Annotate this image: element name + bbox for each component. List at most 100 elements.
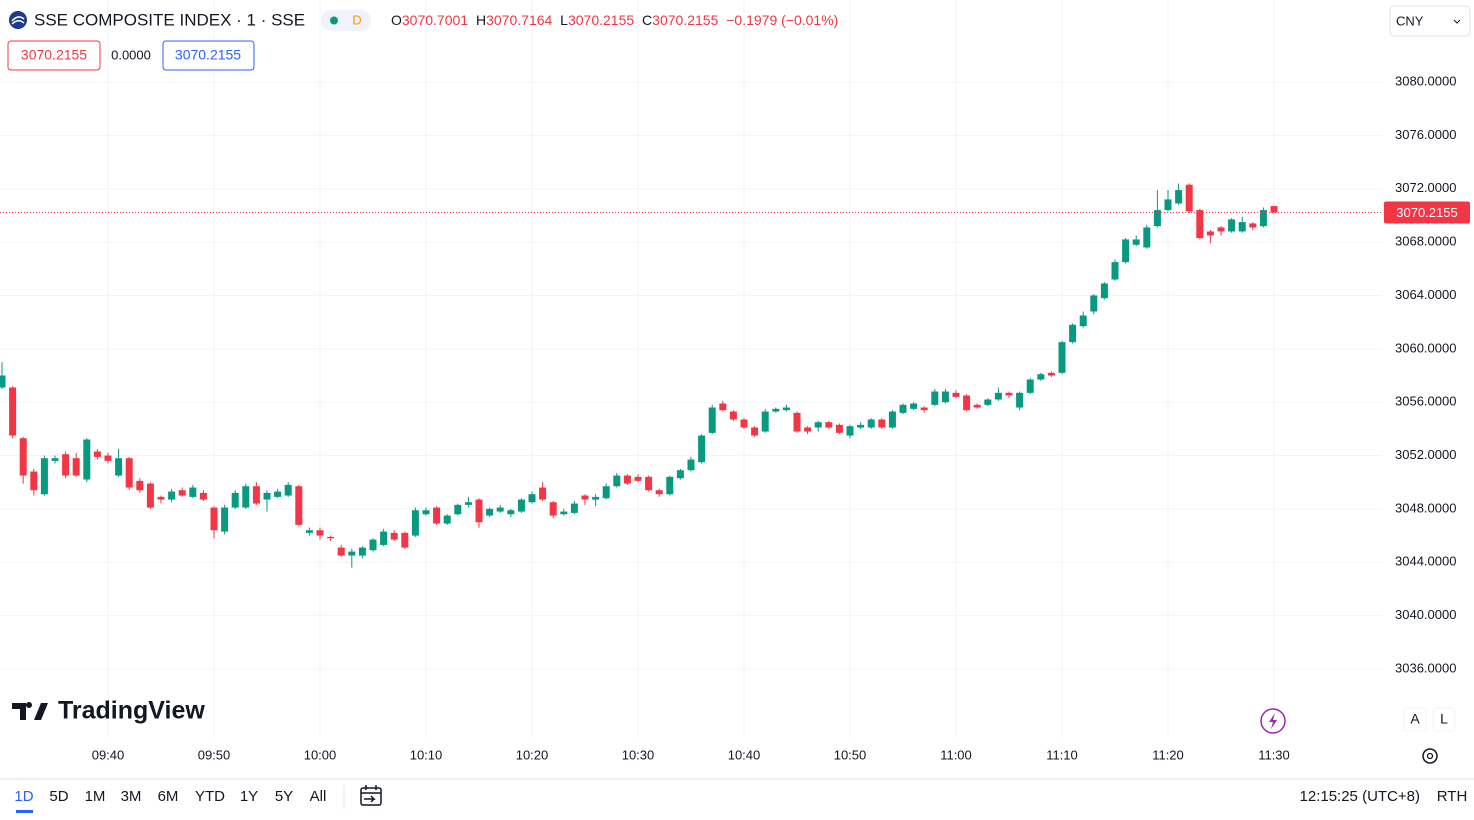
candle-body	[337, 547, 345, 556]
candle-body	[1259, 210, 1267, 227]
x-tick-label: 10:10	[410, 747, 443, 762]
candle-body	[115, 458, 123, 476]
candle-body	[168, 491, 176, 500]
candle-body	[40, 458, 48, 495]
log-scale-button[interactable]	[1432, 707, 1456, 732]
range-button[interactable]: YTD	[195, 788, 225, 805]
candle-body	[1122, 239, 1130, 263]
symbol-title[interactable]: SSE COMPOSITE INDEX · 1 · SSE	[34, 10, 305, 29]
candle-body	[835, 424, 843, 433]
x-tick-label: 10:30	[622, 747, 655, 762]
market-dot	[330, 16, 338, 25]
candle-body	[878, 419, 886, 428]
y-tick-label: 3052.0000	[1395, 447, 1456, 462]
range-button[interactable]: 1M	[85, 788, 106, 805]
candle-body	[316, 530, 324, 536]
market-status[interactable]	[321, 10, 371, 31]
candle-body	[475, 499, 483, 523]
range-button[interactable]: 1D	[14, 788, 33, 805]
candle-body	[1164, 199, 1172, 211]
candle-body	[528, 494, 536, 503]
x-tick-label: 10:00	[304, 747, 337, 762]
candle-body	[613, 475, 621, 487]
candle-body	[719, 403, 727, 411]
currency: CNY	[1396, 13, 1424, 28]
candle-body	[369, 539, 377, 551]
candle-body	[72, 458, 80, 476]
range-button[interactable]: 5Y	[275, 788, 293, 805]
ohlc-letter: C	[642, 12, 652, 28]
date-range-glyph	[361, 785, 381, 803]
candle-body	[825, 422, 833, 428]
range-button[interactable]: 5D	[49, 788, 68, 805]
candle-body	[814, 422, 822, 428]
last-price-badge	[1384, 201, 1470, 224]
candle-body	[83, 439, 91, 480]
settings-core	[1426, 752, 1434, 760]
y-tick-label: 3036.0000	[1395, 660, 1456, 675]
candle-body	[252, 486, 260, 504]
y-tick-label: 3048.0000	[1395, 500, 1456, 515]
sell-box[interactable]	[7, 40, 101, 71]
clock[interactable]: 12:15:25 (UTC+8)	[1300, 788, 1420, 805]
candle-body	[1249, 223, 1257, 228]
candle-body	[1069, 324, 1077, 343]
candle-body	[1270, 206, 1278, 213]
range-button[interactable]: 6M	[158, 788, 179, 805]
candle-body	[358, 547, 366, 556]
y-tick-label: 3060.0000	[1395, 340, 1456, 355]
candle-body	[1037, 374, 1045, 380]
candle-body	[867, 419, 875, 428]
candle-body	[486, 508, 494, 516]
x-tick-label: 09:40	[92, 747, 125, 762]
bolt	[1269, 713, 1277, 729]
candle-body	[274, 491, 282, 497]
settings-icon[interactable]	[1422, 748, 1438, 764]
ohlc-value: 3070.7164	[486, 12, 552, 28]
candle-body	[9, 387, 17, 436]
candle-body	[994, 392, 1002, 400]
range-button[interactable]: 1Y	[240, 788, 258, 805]
y-tick-label: 3076.0000	[1395, 127, 1456, 142]
candle-body	[30, 471, 38, 491]
range-button[interactable]: 3M	[121, 788, 142, 805]
candle-body	[1079, 315, 1087, 327]
candle-body	[1228, 219, 1236, 232]
range-button[interactable]: All	[310, 788, 327, 805]
candle-body	[899, 404, 907, 413]
x-tick-label: 11:00	[940, 747, 972, 762]
candle-body	[570, 503, 578, 513]
x-tick-label: 10:20	[516, 747, 549, 762]
candle-body	[846, 426, 854, 436]
session[interactable]: RTH	[1437, 788, 1468, 805]
candle-body	[125, 458, 133, 488]
candle-body	[390, 532, 398, 540]
candle-body	[464, 502, 472, 505]
candle-body	[772, 408, 780, 412]
candle-body	[655, 490, 663, 495]
candle-body	[804, 427, 812, 432]
candle-body	[941, 391, 949, 403]
candle-body	[1111, 262, 1119, 280]
watermark-logo	[12, 702, 48, 720]
candle-body	[507, 510, 515, 515]
candle-body	[782, 407, 790, 411]
date-range-icon[interactable]	[360, 787, 382, 806]
candle-body	[931, 391, 939, 405]
candle-body	[910, 403, 918, 409]
candle-body	[592, 496, 600, 500]
candle-body	[560, 511, 568, 515]
x-tick-label: 11:20	[1152, 747, 1184, 762]
candle-body	[1132, 239, 1140, 245]
auto-scale-button[interactable]	[1403, 707, 1427, 732]
currency-select[interactable]	[1389, 5, 1471, 37]
candle-body	[305, 530, 313, 533]
candle-body	[295, 486, 303, 525]
candle-body	[136, 480, 144, 491]
buy-box[interactable]	[162, 40, 255, 71]
candle-body	[348, 551, 356, 556]
candle-body	[210, 507, 218, 531]
candle-body	[602, 486, 610, 499]
candle-body	[623, 475, 631, 484]
